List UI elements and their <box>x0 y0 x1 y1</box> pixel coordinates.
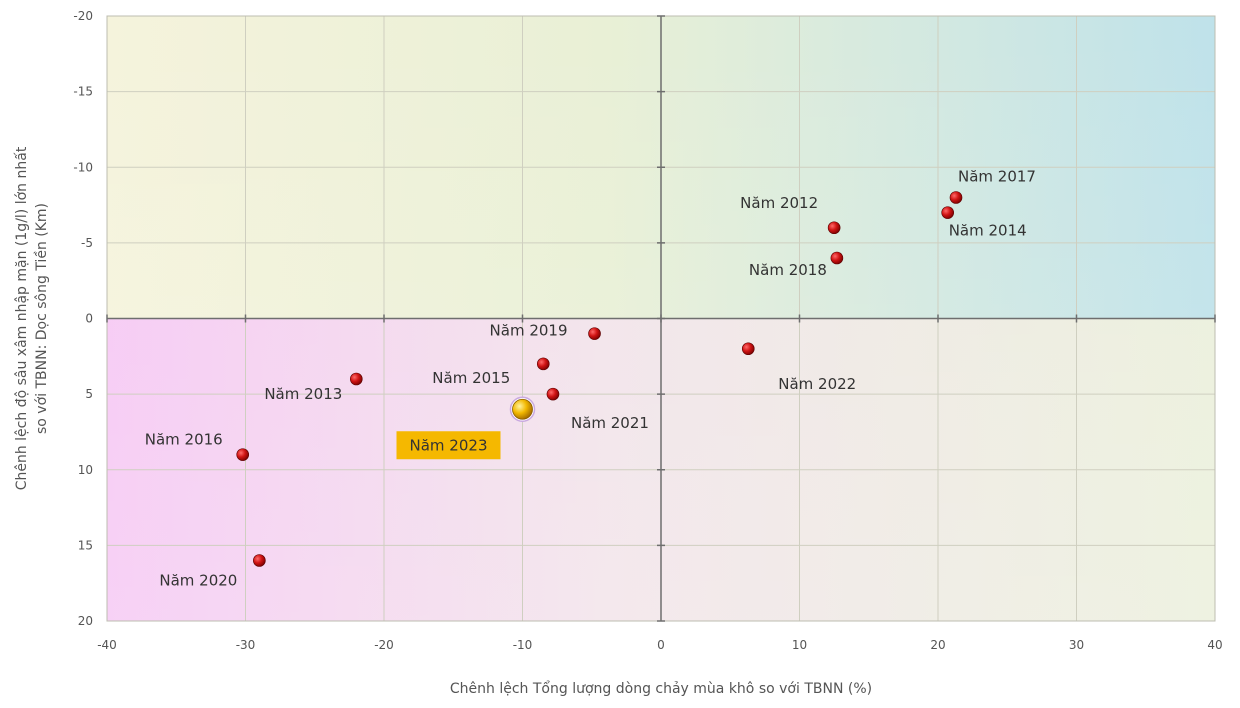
highlight-label-bg <box>396 431 501 460</box>
x-tick-label: 20 <box>930 638 945 652</box>
data-point <box>349 372 363 386</box>
x-tick-label: 0 <box>657 638 665 652</box>
data-point <box>253 554 266 567</box>
y-tick-label: -5 <box>81 236 93 250</box>
data-point <box>588 327 601 340</box>
x-tick-label: -20 <box>374 638 394 652</box>
data-point-highlight <box>512 398 533 420</box>
point-label: Năm 2014 <box>949 222 1027 240</box>
point-label-highlight: Năm 2023 <box>410 436 488 454</box>
y-tick-label: 15 <box>78 538 93 552</box>
data-point <box>949 191 963 204</box>
y-tick-label: -15 <box>73 85 93 99</box>
point-label: Năm 2020 <box>159 572 237 590</box>
point-label: Năm 2016 <box>145 431 223 449</box>
tick-labels: -40 -30 -20 -10 0 10 20 30 40 -20 -15 -10 -5 0 5 10 15 20 <box>73 9 1222 652</box>
x-tick-label: -40 <box>97 638 117 652</box>
point-label: Năm 2022 <box>778 375 856 393</box>
point-label: Năm 2017 <box>958 168 1036 186</box>
y-axis-label-line-1: Chênh lệch độ sâu xâm nhập mặn (1g/l) lớ… <box>14 146 30 490</box>
y-tick-label: 0 <box>85 312 93 326</box>
y-tick-label: -20 <box>73 9 93 23</box>
x-axis-label: Chênh lệch Tổng lượng dòng chảy mùa khô … <box>450 680 872 697</box>
x-tick-label: -30 <box>236 638 256 652</box>
data-point <box>236 448 250 461</box>
y-tick-label: 20 <box>78 614 93 628</box>
data-point <box>546 387 560 401</box>
y-tick-label: 10 <box>78 463 93 477</box>
data-point <box>830 251 844 265</box>
x-tick-label: 10 <box>792 638 807 652</box>
point-label: Năm 2015 <box>432 369 510 387</box>
data-point <box>827 221 841 235</box>
y-axis-label: Chênh lệch độ sâu xâm nhập mặn (1g/l) lớ… <box>14 146 50 490</box>
data-point <box>941 206 954 219</box>
y-tick-label: -10 <box>73 160 93 174</box>
point-label: Năm 2018 <box>749 261 827 279</box>
y-tick-label: 5 <box>85 387 93 401</box>
x-tick-label: 40 <box>1207 638 1222 652</box>
point-label: Năm 2012 <box>740 194 818 212</box>
axes <box>106 15 1216 622</box>
point-label: Năm 2013 <box>264 385 342 403</box>
data-point <box>536 357 550 371</box>
data-point <box>741 342 755 356</box>
y-axis-label-line-2: so với TBNN: Dọc sông Tiền (Km) <box>33 203 50 434</box>
point-label: Năm 2021 <box>571 414 649 432</box>
point-label: Năm 2019 <box>490 322 568 340</box>
x-tick-label: -10 <box>513 638 533 652</box>
point-labels: Năm 2017 Năm 2014 Năm 2012 Năm 2018 Năm 2019… <box>145 168 1036 590</box>
data-points <box>236 191 963 567</box>
x-tick-label: 30 <box>1069 638 1084 652</box>
